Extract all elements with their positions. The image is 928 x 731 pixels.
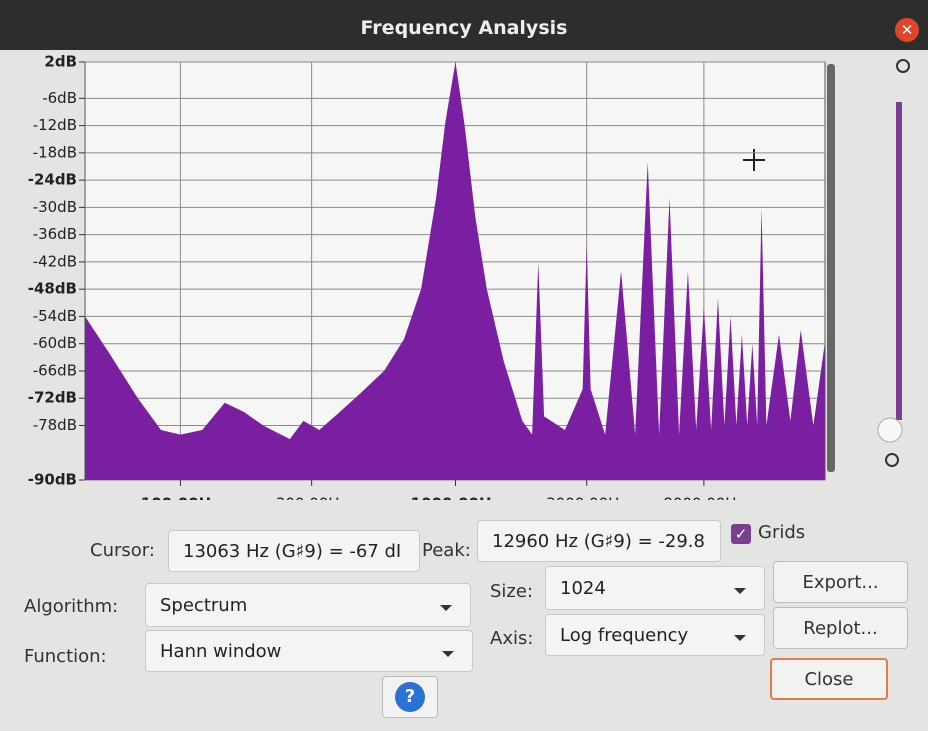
y-tick-label: -36dB [33,225,77,243]
x-tick-label: 100.00Hz [141,495,220,501]
axis-dropdown[interactable]: Log frequency [545,614,765,656]
zoom-knob[interactable] [877,417,903,443]
axis-label: Axis: [490,628,534,649]
x-tick-label: 3000.00Hz [546,495,627,501]
y-tick-label: -30dB [33,198,77,216]
help-button[interactable]: ? [382,676,438,718]
peak-label: Peak: [422,540,471,561]
x-tick-label: 1000.00Hz [411,495,501,501]
scrollbar[interactable] [827,64,835,472]
cursor-field: 13063 Hz (G♯9) = -67 dI [168,530,420,572]
y-tick-label: -78dB [33,416,77,434]
peak-field: 12960 Hz (G♯9) = -29.8 [477,520,721,562]
y-tick-label: -60dB [33,334,77,352]
y-tick-label: -48dB [28,280,77,298]
zoom-in-icon[interactable] [896,59,910,73]
close-window[interactable]: ✕ [895,18,919,42]
cursor-label: Cursor: [90,540,155,561]
spectrum-area [85,62,825,480]
y-tick-label: -72dB [28,389,77,407]
y-tick-label: -18dB [33,143,77,161]
export-button[interactable]: Export... [773,561,908,603]
zoom-out-icon[interactable] [885,453,899,467]
y-tick-label: -24dB [28,171,77,189]
algorithm-dropdown[interactable]: Spectrum [145,583,471,627]
y-tick-label: -54dB [33,307,77,325]
size-label: Size: [490,581,534,602]
close-button[interactable]: Close [770,658,888,700]
y-tick-label: 2dB [44,53,77,71]
function-label: Function: [24,646,107,667]
y-tick-label: -42dB [33,252,77,270]
grids-checkbox[interactable]: ✓ [731,524,751,544]
size-dropdown[interactable]: 1024 [545,566,765,610]
x-tick-label: 300.00Hz [276,495,348,501]
title-bar: Frequency Analysis [0,0,928,50]
y-tick-label: -6dB [42,89,77,107]
grids-label: Grids [758,522,806,543]
y-tick-label: -12dB [33,116,77,134]
algorithm-label: Algorithm: [24,596,119,617]
window-title: Frequency Analysis [360,17,568,39]
function-dropdown[interactable]: Hann window [145,630,473,672]
y-tick-label: -90dB [28,471,77,489]
y-tick-label: -66dB [33,361,77,379]
x-tick-label: 8000.00Hz [663,495,744,501]
replot-button[interactable]: Replot... [773,607,908,649]
spectrum-chart: 2dB -6dB -12dB -18dB -24dB -30dB -36dB -42dB -48… [28,53,910,501]
help-icon: ? [395,682,425,712]
